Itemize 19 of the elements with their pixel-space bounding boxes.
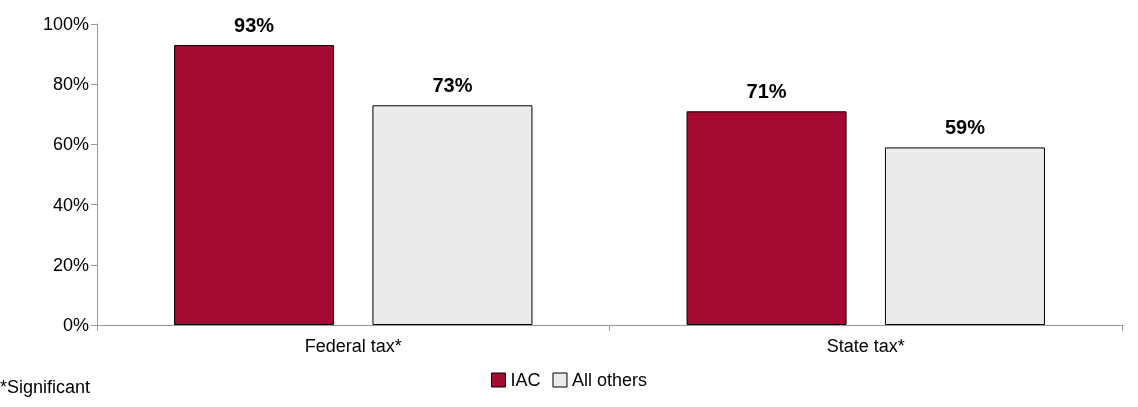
y-tick-label: 80% [52,74,89,95]
x-tick-label: State tax* [826,336,905,356]
legend-label: All others [571,370,648,390]
y-tick-label: 20% [52,254,89,275]
data-label: 93% [234,14,275,37]
legend-label: IAC [510,370,541,390]
bar [884,147,1045,325]
data-label: 71% [746,80,787,103]
data-label: 59% [944,116,986,139]
data-label: 73% [432,74,473,97]
bar [686,111,847,325]
bar [174,45,335,325]
y-tick-label: 60% [52,134,89,155]
y-tick-label: 0% [62,315,89,335]
y-tick-label: 40% [52,194,89,215]
y-tick-label: 100% [42,14,89,34]
bar [372,105,533,325]
text: *Significant [0,377,91,397]
x-tick-label: Federal tax* [304,336,402,356]
